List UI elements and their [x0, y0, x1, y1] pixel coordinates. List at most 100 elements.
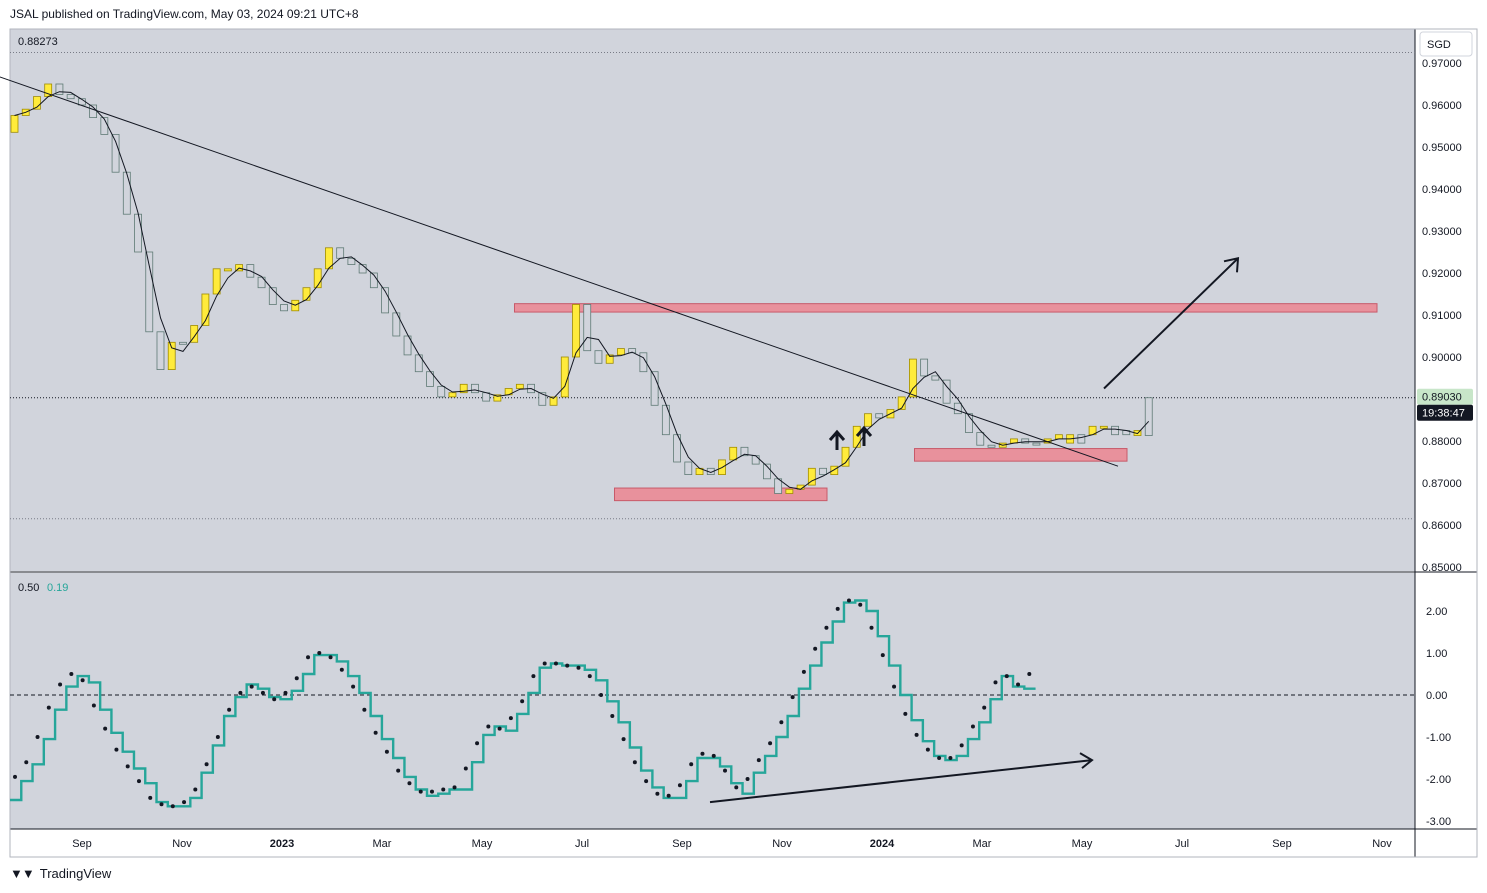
candle — [594, 350, 603, 364]
candle — [931, 375, 940, 381]
oscillator-dot — [553, 661, 558, 666]
sr-zone-2 — [914, 448, 1128, 462]
divergence-arrow-head — [1079, 752, 1094, 769]
oscillator-dot — [768, 741, 773, 746]
candle — [852, 425, 861, 448]
indicator-value-a: 0.50 — [18, 582, 39, 594]
candle — [145, 251, 154, 333]
oscillator-dot — [835, 606, 840, 611]
candle — [347, 257, 356, 265]
candle — [212, 268, 221, 295]
indicator-pane[interactable] — [10, 573, 1415, 829]
price-axis[interactable] — [1415, 29, 1477, 571]
oscillator-dot — [542, 661, 547, 666]
price-tick-label: 0.88000 — [1422, 436, 1462, 448]
oscillator-dot — [69, 672, 74, 676]
candle — [785, 488, 794, 494]
oscillator-dot — [1016, 682, 1021, 687]
indicator-tick-label: 1.00 — [1426, 648, 1447, 660]
oscillator-dot — [80, 678, 85, 683]
time-tick-label: Jul — [575, 838, 589, 850]
candle — [572, 304, 580, 358]
last-price-value: 0.89030 — [1422, 392, 1462, 404]
oscillator-dot — [959, 743, 964, 748]
oscillator-dot — [1004, 674, 1009, 679]
oscillator-dot — [599, 693, 604, 697]
candle — [920, 358, 929, 377]
price-pane-value: 0.88273 — [18, 36, 58, 48]
oscillator-dot — [677, 783, 682, 788]
oscillator-dot — [339, 667, 344, 672]
oscillator-dot — [666, 793, 671, 798]
oscillator-dot — [396, 768, 401, 773]
candle — [830, 465, 839, 476]
price-tick-label: 0.94000 — [1422, 184, 1462, 196]
tradingview-logo-icon: ▼▼ — [10, 866, 35, 881]
oscillator-dot — [486, 724, 491, 729]
candle — [302, 287, 311, 301]
time-tick-label: Mar — [373, 838, 392, 850]
oscillator-dot — [260, 690, 265, 695]
oscillator-dot — [328, 655, 333, 660]
oscillator-dot — [35, 735, 40, 739]
oscillator-dot — [621, 737, 626, 742]
oscillator-dot — [858, 602, 863, 607]
oscillator-dot — [159, 802, 164, 807]
candle — [66, 94, 75, 100]
oscillator-dot — [948, 756, 953, 760]
currency-button[interactable]: SGD — [1419, 31, 1473, 57]
time-tick-label: Sep — [72, 838, 92, 850]
candle — [538, 392, 547, 406]
candle — [875, 413, 884, 419]
price-pane[interactable] — [10, 29, 1415, 571]
indicator-axis[interactable] — [1415, 573, 1477, 829]
oscillator-dot — [441, 787, 446, 792]
oscillator-dot — [272, 697, 277, 702]
indicator-tick-label: 2.00 — [1426, 606, 1447, 618]
time-tick-label: Sep — [1272, 838, 1292, 850]
candle — [864, 413, 872, 427]
candle — [201, 293, 210, 326]
candle — [751, 455, 760, 465]
up-arrow-marker-icon — [828, 429, 846, 450]
projection-arrow-head — [1223, 257, 1240, 273]
candle — [111, 133, 120, 173]
oscillator-dot — [790, 695, 795, 700]
indicator-tick-label: -3.00 — [1426, 816, 1451, 828]
oscillator-dot — [238, 690, 243, 695]
oscillator-dot — [982, 705, 987, 710]
candle — [403, 335, 412, 356]
candle — [156, 331, 165, 370]
oscillator-line — [10, 599, 1036, 808]
candle — [381, 287, 389, 314]
time-tick-label: Jul — [1175, 838, 1189, 850]
candle — [684, 461, 693, 476]
footer-brand: TradingView — [39, 866, 112, 881]
indicator-tick-label: 0.00 — [1426, 690, 1447, 702]
oscillator-dot — [756, 758, 761, 763]
time-axis[interactable] — [10, 829, 1477, 857]
candle — [953, 402, 962, 415]
candle — [639, 352, 648, 373]
candle — [55, 83, 64, 95]
candle — [459, 383, 468, 394]
price-tick-label: 0.92000 — [1422, 268, 1462, 280]
price-tick-label: 0.87000 — [1422, 478, 1462, 490]
price-tick-label: 0.95000 — [1422, 142, 1462, 154]
candle — [841, 446, 850, 467]
candle — [190, 325, 199, 343]
candle — [628, 348, 637, 354]
candle — [1099, 425, 1108, 429]
oscillator-dot — [373, 730, 378, 735]
oscillator-dot — [497, 726, 502, 731]
oscillator-dot — [892, 684, 897, 689]
up-arrow-marker-icon — [855, 425, 873, 446]
oscillator-dot — [227, 707, 232, 712]
time-tick-label: May — [472, 838, 493, 850]
candle — [650, 371, 659, 406]
time-tick-label: 2023 — [270, 838, 294, 850]
candle — [763, 463, 771, 480]
candle — [1054, 434, 1063, 440]
oscillator-dot — [170, 804, 175, 809]
